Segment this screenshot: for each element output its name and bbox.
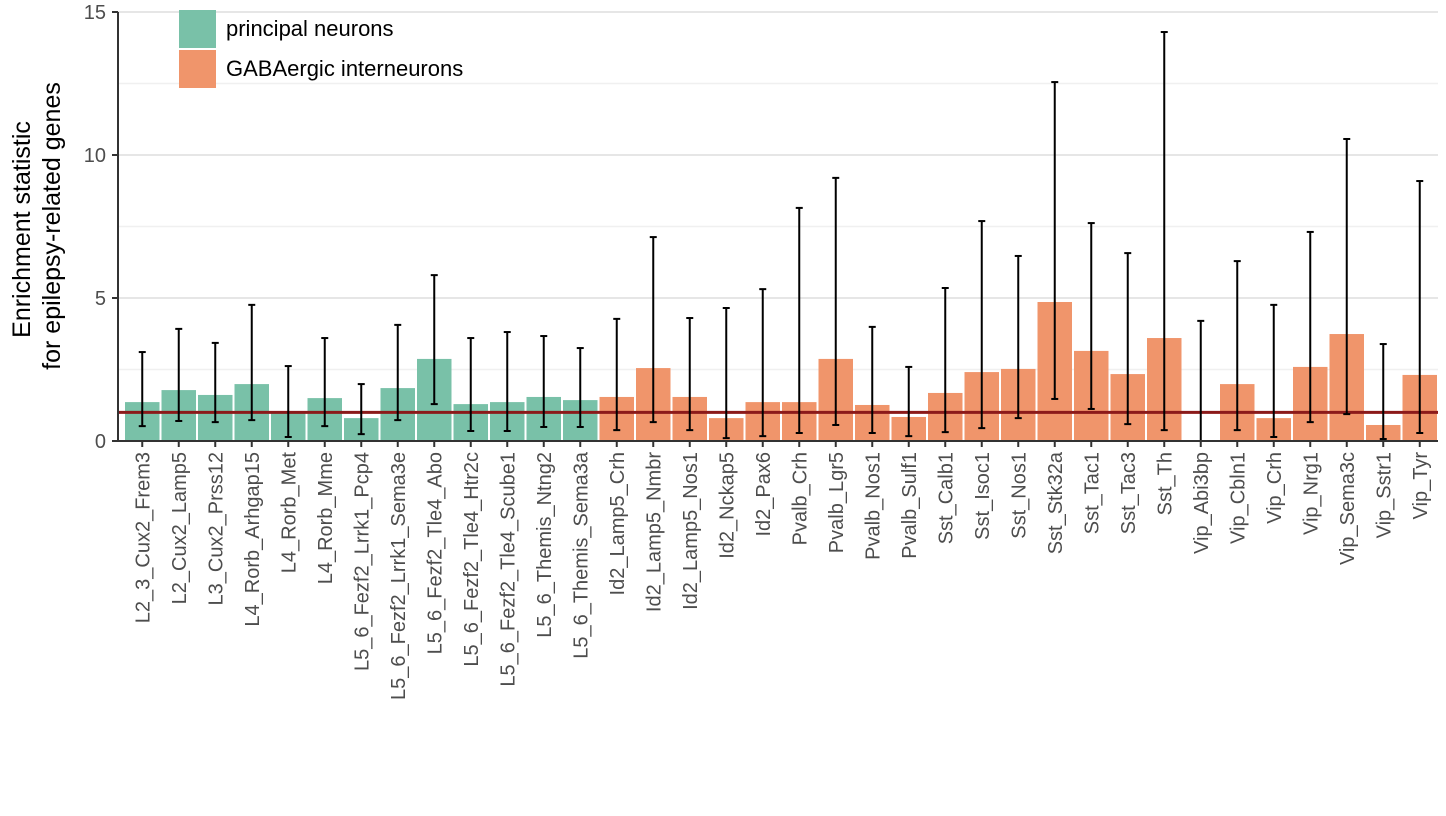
legend-swatch [179,10,216,48]
y-title-line: Enrichment statistic [8,121,36,338]
x-tick-label: Sst_Stk32a [1045,451,1067,554]
x-tick-label: L5_6_Fezf2_Lrrk1_Sema3e [388,452,410,700]
x-tick-label: Id2_Pax6 [753,452,775,537]
x-tick-label: L5_6_Fezf2_Tle4_Scube1 [497,452,519,687]
legend-label: principal neurons [226,16,394,41]
y-tick-label: 0 [95,431,106,453]
x-tick-label: L4_Rorb_Mme [315,452,337,584]
x-tick-label: Sst_Nos1 [1008,452,1030,539]
x-tick-label: Id2_Lamp5_Crh [607,452,629,595]
x-tick-label: Pvalb_Sulf1 [899,452,921,559]
legend-swatch [179,50,216,88]
x-tick-label: Id2_Lamp5_Nmbr [643,452,665,612]
x-tick-label: Vip_Sema3c [1337,452,1359,565]
x-tick-label: Sst_Isoc1 [972,452,994,540]
x-tick-label: L4_Rorb_Met [278,452,300,574]
x-tick-label: Sst_Calb1 [935,452,957,544]
y-tick-label: 5 [95,288,106,310]
x-tick-label: Pvalb_Crh [789,452,811,545]
x-tick-label: L4_Rorb_Arhgap15 [242,452,264,627]
x-tick-label: L2_3_Cux2_Frem3 [132,452,154,623]
x-tick-label: Vip_Sstr1 [1373,452,1395,538]
y-tick-label: 10 [84,145,106,167]
x-tick-label: L5_6_Fezf2_Tle4_Abo [424,452,446,654]
x-tick-label: L2_Cux2_Lamp5 [169,452,191,604]
y-axis-title: Enrichment statistic for epilepsy-relate… [8,82,66,370]
y-title-line: for epilepsy-related genes [38,82,66,370]
x-tick-label: Vip_Abi3bp [1191,452,1213,554]
x-tick-label: Pvalb_Lgr5 [826,452,848,553]
x-tick-label: Vip_Nrg1 [1300,452,1322,535]
x-tick-label: Sst_Th [1154,452,1176,515]
x-tick-label: Pvalb_Nos1 [862,452,884,560]
x-tick-label: L5_6_Fezf2_Lrrk1_Pcp4 [351,452,373,671]
legend-label: GABAergic interneurons [226,56,463,81]
x-tick-label: L5_6_Themis_Ntng2 [534,452,556,638]
x-tick-label: L5_6_Themis_Sema3a [570,451,592,659]
x-tick-label: Vip_Tyr [1410,452,1432,520]
x-tick-label: Sst_Tac3 [1118,452,1140,534]
x-tick-label: Id2_Nckap5 [716,452,738,559]
x-tick-label: L5_6_Fezf2_Tle4_Htr2c [461,452,483,667]
x-tick-label: L3_Cux2_Prss12 [205,452,227,605]
x-tick-label: Sst_Tac1 [1081,452,1103,534]
x-tick-label: Vip_Cbln1 [1227,452,1249,544]
x-tick-label: Id2_Lamp5_Nos1 [680,452,702,610]
x-tick-label: Vip_Crh [1264,452,1286,524]
y-tick-label: 15 [84,2,106,24]
